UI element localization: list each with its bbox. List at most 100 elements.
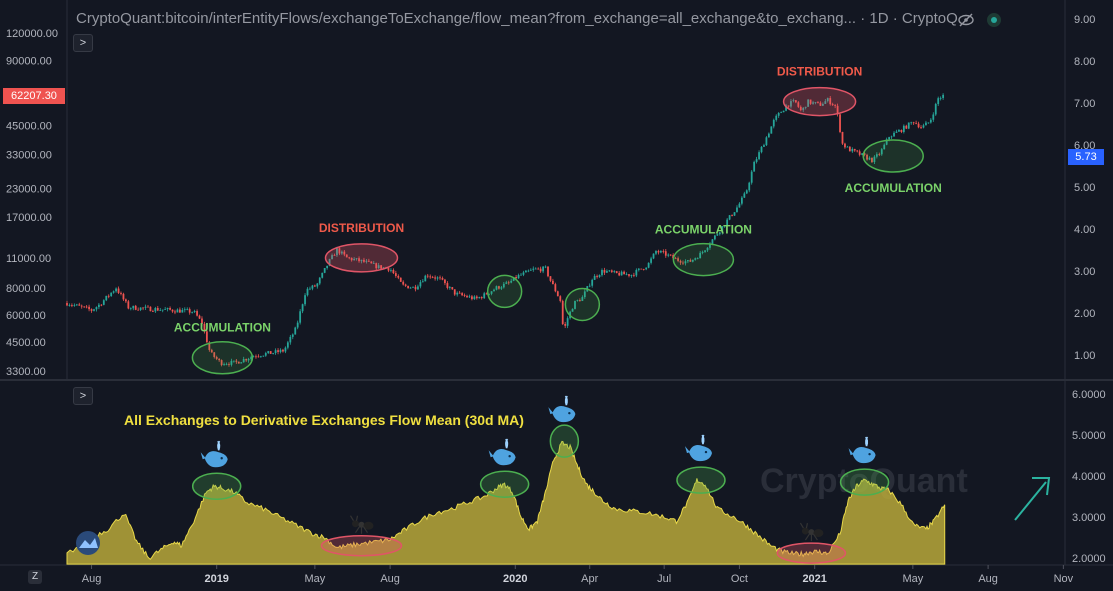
- candle-body: [102, 300, 105, 305]
- whale-spout: [564, 395, 568, 406]
- flow-axis-tick: 4.0000: [1072, 471, 1106, 483]
- candle-body: [441, 278, 444, 280]
- candle-body: [358, 258, 360, 262]
- candle-body: [851, 148, 854, 152]
- candle-body: [426, 275, 429, 277]
- candle-body: [625, 274, 628, 275]
- candle-body: [193, 311, 196, 313]
- candle-body: [738, 203, 741, 208]
- expand-legend-button[interactable]: >: [73, 34, 93, 52]
- candle-body: [336, 248, 338, 256]
- left-axis-tick: 23000.00: [6, 184, 52, 196]
- candle-body: [547, 266, 549, 277]
- candle-body: [387, 268, 390, 271]
- symbol-title[interactable]: CryptoQuant:bitcoin/interEntityFlows/exc…: [76, 10, 958, 27]
- candle-body: [340, 251, 343, 254]
- candle-body: [149, 306, 152, 312]
- candle-body: [247, 358, 250, 361]
- candle-body: [775, 115, 778, 120]
- candle-body: [203, 323, 206, 332]
- ant-abdomen: [363, 521, 374, 530]
- candle-body: [831, 104, 834, 106]
- candle-body: [348, 257, 351, 259]
- candle-body: [713, 235, 716, 240]
- candle-body: [679, 260, 682, 263]
- candle-body: [421, 281, 424, 283]
- candle-body: [296, 322, 299, 328]
- candle-body: [456, 292, 459, 295]
- candle-body: [696, 258, 699, 260]
- rising-arrow-line: [1014, 481, 1047, 521]
- candle-body: [787, 105, 790, 107]
- candle-body: [107, 295, 110, 297]
- candle-body: [250, 357, 252, 359]
- right-axis-tick: 4.00: [1074, 224, 1095, 236]
- candle-body: [311, 285, 314, 289]
- candle-body: [176, 309, 179, 313]
- candle-body: [301, 304, 304, 312]
- candle-body: [846, 146, 849, 148]
- candle-body: [90, 309, 93, 311]
- candle-body: [255, 356, 257, 358]
- ant-abdomen: [813, 529, 824, 538]
- candle-body: [657, 251, 660, 253]
- candle-body: [642, 268, 645, 270]
- subpanel-title: All Exchanges to Derivative Exchanges Fl…: [124, 412, 524, 428]
- accumulation-label: ACCUMULATION: [845, 181, 942, 195]
- candle-body: [444, 279, 446, 284]
- candle-body: [520, 274, 522, 276]
- ant-legs: [349, 515, 368, 534]
- candle-body: [181, 310, 184, 313]
- candle-body: [412, 286, 414, 288]
- candle-body: [75, 304, 78, 306]
- candle-body: [201, 318, 203, 324]
- right-axis-tick: 7.00: [1074, 98, 1095, 110]
- candle-body: [205, 331, 208, 343]
- ant-ellipse: [776, 542, 847, 564]
- candle-body: [610, 270, 613, 272]
- candle-body: [871, 157, 873, 163]
- candle-body: [318, 277, 321, 284]
- distribution-label: DISTRIBUTION: [777, 65, 862, 79]
- candle-body: [674, 258, 677, 260]
- candle-body: [409, 287, 412, 289]
- candle-body: [814, 102, 817, 103]
- timezone-button[interactable]: Z: [28, 570, 42, 584]
- candle-body: [628, 274, 630, 276]
- candle-body: [856, 150, 859, 152]
- candle-body: [821, 103, 824, 106]
- candle-body: [873, 156, 876, 163]
- candle-body: [269, 351, 272, 354]
- eye-hidden-icon[interactable]: [958, 13, 974, 27]
- flow-axis-tick: 2.0000: [1072, 553, 1106, 565]
- candle-body: [252, 356, 255, 358]
- left-axis-tick: 45000.00: [6, 120, 52, 132]
- candle-body: [848, 146, 851, 152]
- candle-body: [598, 275, 601, 277]
- candle-body: [655, 251, 657, 254]
- candle-body: [461, 293, 464, 296]
- whale-icon: [200, 440, 228, 468]
- symbol-path: CryptoQuant:bitcoin/interEntityFlows/exc…: [76, 10, 857, 27]
- candle-body: [210, 349, 213, 353]
- candle-body: [110, 292, 113, 297]
- candle-body: [763, 145, 765, 147]
- candle-body: [439, 277, 441, 279]
- candle-body: [740, 197, 743, 204]
- candle-body: [745, 190, 748, 194]
- candle-body: [898, 129, 900, 132]
- left-axis-tick: 6000.00: [6, 310, 46, 322]
- whale-ellipse: [839, 468, 890, 496]
- expand-subpanel-button[interactable]: >: [73, 387, 93, 405]
- candle-body: [485, 293, 488, 295]
- candle-body: [937, 98, 940, 105]
- candle-body: [525, 270, 527, 273]
- header-icons: [958, 12, 1004, 33]
- right-axis-tag: 5.73: [1068, 149, 1104, 165]
- candle-body: [434, 277, 437, 279]
- candle-body: [363, 259, 365, 262]
- candle-body: [429, 276, 432, 278]
- candle-body: [613, 271, 616, 272]
- candle-body: [583, 291, 586, 298]
- x-axis-tick: 2019: [204, 573, 228, 585]
